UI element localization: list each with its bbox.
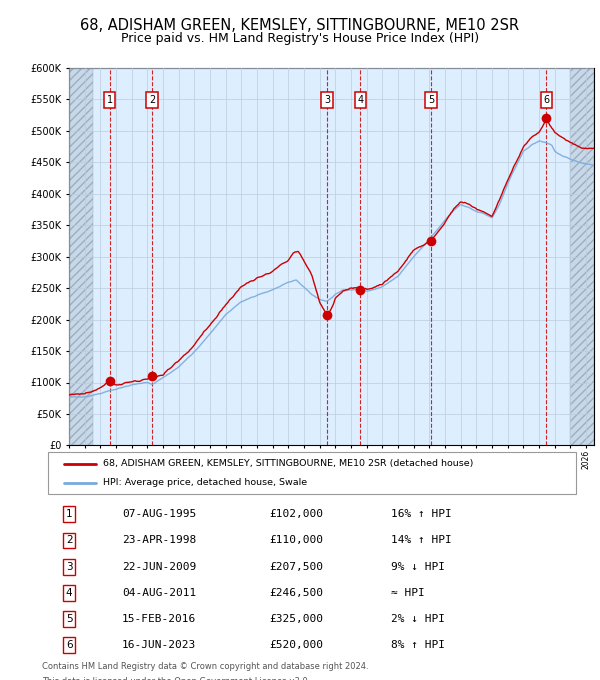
Text: HPI: Average price, detached house, Swale: HPI: Average price, detached house, Swal… xyxy=(103,479,308,488)
Text: 1: 1 xyxy=(66,509,73,520)
Text: £207,500: £207,500 xyxy=(270,562,324,572)
Text: This data is licensed under the Open Government Licence v3.0.: This data is licensed under the Open Gov… xyxy=(42,677,310,680)
Text: 8% ↑ HPI: 8% ↑ HPI xyxy=(391,640,445,650)
Text: Price paid vs. HM Land Registry's House Price Index (HPI): Price paid vs. HM Land Registry's House … xyxy=(121,32,479,45)
Text: 2: 2 xyxy=(149,95,155,105)
Text: 68, ADISHAM GREEN, KEMSLEY, SITTINGBOURNE, ME10 2SR (detached house): 68, ADISHAM GREEN, KEMSLEY, SITTINGBOURN… xyxy=(103,459,474,468)
Text: 23-APR-1998: 23-APR-1998 xyxy=(122,535,196,545)
Text: 16-JUN-2023: 16-JUN-2023 xyxy=(122,640,196,650)
Text: 4: 4 xyxy=(66,588,73,598)
Text: 3: 3 xyxy=(324,95,330,105)
Text: 68, ADISHAM GREEN, KEMSLEY, SITTINGBOURNE, ME10 2SR: 68, ADISHAM GREEN, KEMSLEY, SITTINGBOURN… xyxy=(80,18,520,33)
Text: 22-JUN-2009: 22-JUN-2009 xyxy=(122,562,196,572)
Text: 9% ↓ HPI: 9% ↓ HPI xyxy=(391,562,445,572)
Text: ≈ HPI: ≈ HPI xyxy=(391,588,425,598)
Bar xyxy=(69,68,92,445)
Text: £246,500: £246,500 xyxy=(270,588,324,598)
Text: 1: 1 xyxy=(107,95,113,105)
Text: 5: 5 xyxy=(66,614,73,624)
Text: 6: 6 xyxy=(66,640,73,650)
Bar xyxy=(69,68,92,445)
Text: £102,000: £102,000 xyxy=(270,509,324,520)
Text: 15-FEB-2016: 15-FEB-2016 xyxy=(122,614,196,624)
Text: 5: 5 xyxy=(428,95,434,105)
Text: £325,000: £325,000 xyxy=(270,614,324,624)
Text: 2% ↓ HPI: 2% ↓ HPI xyxy=(391,614,445,624)
Text: 4: 4 xyxy=(357,95,364,105)
Text: 6: 6 xyxy=(543,95,550,105)
Text: £110,000: £110,000 xyxy=(270,535,324,545)
Bar xyxy=(571,68,594,445)
Text: 07-AUG-1995: 07-AUG-1995 xyxy=(122,509,196,520)
Text: 04-AUG-2011: 04-AUG-2011 xyxy=(122,588,196,598)
FancyBboxPatch shape xyxy=(48,452,576,494)
Bar xyxy=(571,68,594,445)
Text: 14% ↑ HPI: 14% ↑ HPI xyxy=(391,535,452,545)
Text: £520,000: £520,000 xyxy=(270,640,324,650)
Text: 3: 3 xyxy=(66,562,73,572)
Text: Contains HM Land Registry data © Crown copyright and database right 2024.: Contains HM Land Registry data © Crown c… xyxy=(42,662,368,670)
Text: 16% ↑ HPI: 16% ↑ HPI xyxy=(391,509,452,520)
Text: 2: 2 xyxy=(66,535,73,545)
